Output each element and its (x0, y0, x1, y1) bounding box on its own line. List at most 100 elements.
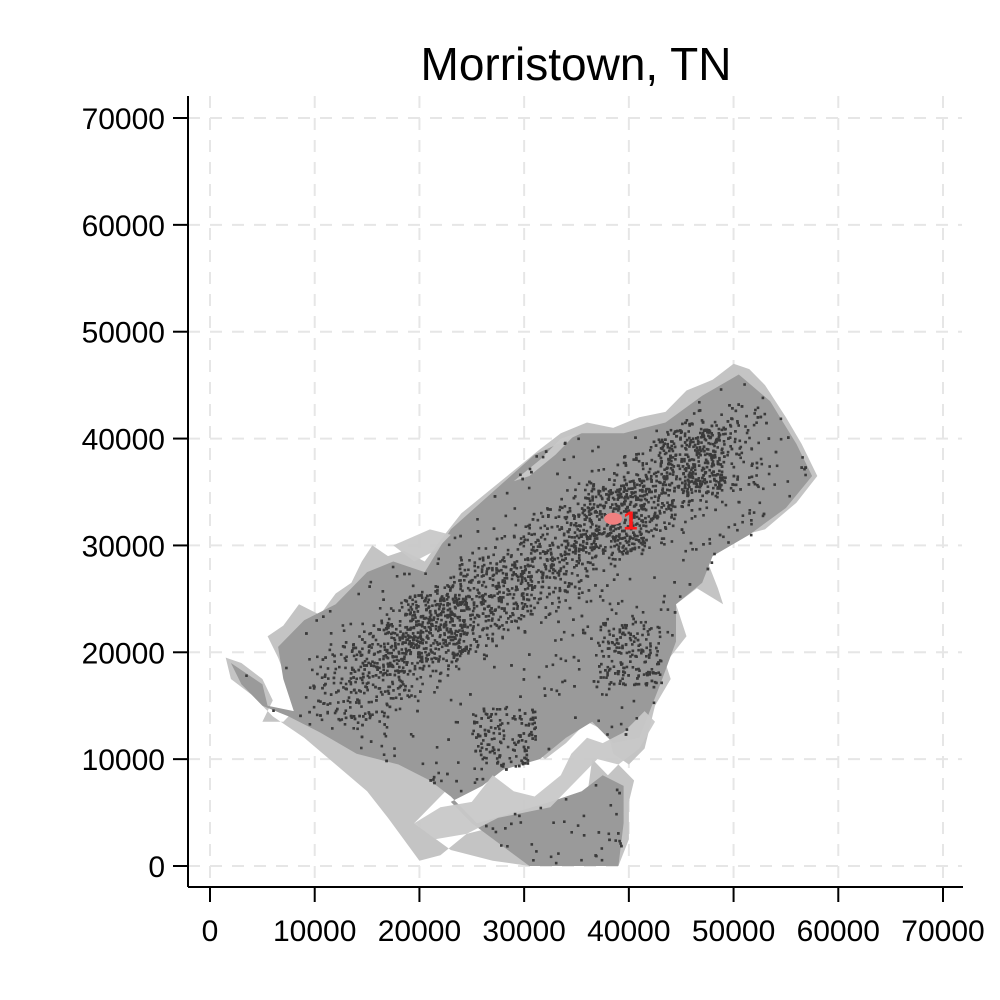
point-mark (578, 559, 581, 562)
point-mark (347, 696, 351, 699)
point-mark (668, 449, 671, 453)
point-mark (411, 735, 415, 738)
point-mark (472, 587, 476, 590)
point-mark (588, 517, 592, 521)
point-mark (392, 659, 396, 663)
point-mark (508, 592, 512, 596)
point-mark (592, 541, 596, 545)
point-mark (369, 580, 373, 584)
point-mark (459, 633, 462, 636)
point-mark (741, 514, 745, 517)
point-mark (643, 493, 646, 497)
point-mark (529, 564, 532, 568)
point-mark (536, 601, 540, 605)
point-mark (669, 462, 672, 466)
water-band-1 (393, 529, 451, 562)
point-mark (607, 493, 611, 496)
point-mark (483, 657, 486, 661)
point-mark (551, 663, 555, 667)
point-mark (710, 465, 714, 468)
point-mark (489, 719, 493, 722)
point-mark (345, 655, 348, 659)
point-mark (484, 615, 488, 618)
point-mark (714, 494, 718, 498)
point-mark (363, 712, 367, 715)
point-mark (482, 627, 485, 630)
point-mark (700, 449, 703, 453)
point-mark (533, 597, 536, 600)
point-mark (620, 706, 624, 709)
point-mark (718, 458, 721, 462)
point-mark (421, 639, 425, 642)
point-mark (612, 665, 616, 668)
point-mark (605, 534, 609, 538)
point-mark (585, 483, 589, 487)
point-mark (471, 627, 475, 630)
point-mark (394, 642, 397, 645)
point-mark (490, 619, 494, 622)
point-mark (418, 635, 422, 639)
point-mark (641, 464, 645, 467)
point-mark (476, 643, 480, 647)
point-mark (463, 568, 467, 572)
point-mark (481, 757, 485, 761)
point-mark (366, 674, 370, 678)
point-mark (413, 664, 417, 668)
point-mark (521, 761, 524, 764)
point-mark (502, 729, 505, 733)
point-mark (359, 690, 362, 693)
point-mark (625, 532, 628, 536)
point-mark (356, 727, 359, 731)
point-mark (613, 498, 616, 501)
point-mark (489, 611, 493, 615)
point-mark (565, 521, 569, 524)
point-mark (446, 603, 449, 607)
point-mark (436, 643, 440, 646)
point-mark (549, 566, 553, 570)
point-mark (387, 692, 391, 695)
point-mark (349, 672, 353, 675)
point-mark (491, 566, 494, 570)
point-mark (722, 535, 725, 539)
point-mark (614, 527, 617, 531)
point-mark (378, 666, 381, 670)
point-mark (624, 547, 627, 551)
point-mark (320, 718, 324, 722)
point-mark (599, 628, 603, 632)
point-mark (702, 514, 705, 517)
point-mark (716, 491, 719, 495)
point-mark (516, 548, 520, 551)
point-mark (661, 502, 664, 505)
point-mark (601, 599, 605, 602)
point-mark (688, 436, 691, 440)
point-mark (376, 643, 380, 646)
point-mark (563, 539, 566, 543)
x-tick-label-7: 70000 (901, 915, 984, 948)
point-mark (437, 660, 440, 663)
point-mark (450, 660, 454, 664)
point-mark (622, 475, 626, 479)
point-mark (686, 494, 689, 498)
point-mark (515, 566, 519, 570)
point-mark (578, 554, 581, 557)
point-mark (564, 599, 567, 602)
point-mark (551, 556, 554, 559)
point-mark (573, 536, 576, 539)
point-mark (634, 620, 637, 624)
point-mark (691, 437, 695, 440)
point-mark (527, 584, 531, 587)
point-mark (401, 642, 404, 646)
point-scatter (245, 383, 807, 865)
point-mark (454, 599, 457, 603)
point-mark (613, 538, 616, 541)
point-mark (371, 660, 374, 663)
point-mark (724, 476, 727, 479)
point-mark (582, 528, 585, 532)
point-mark (459, 789, 463, 793)
point-mark (594, 555, 597, 559)
point-mark (673, 581, 676, 584)
point-mark (480, 570, 484, 574)
point-mark (565, 546, 568, 550)
point-mark (685, 443, 688, 447)
point-mark (639, 621, 643, 624)
